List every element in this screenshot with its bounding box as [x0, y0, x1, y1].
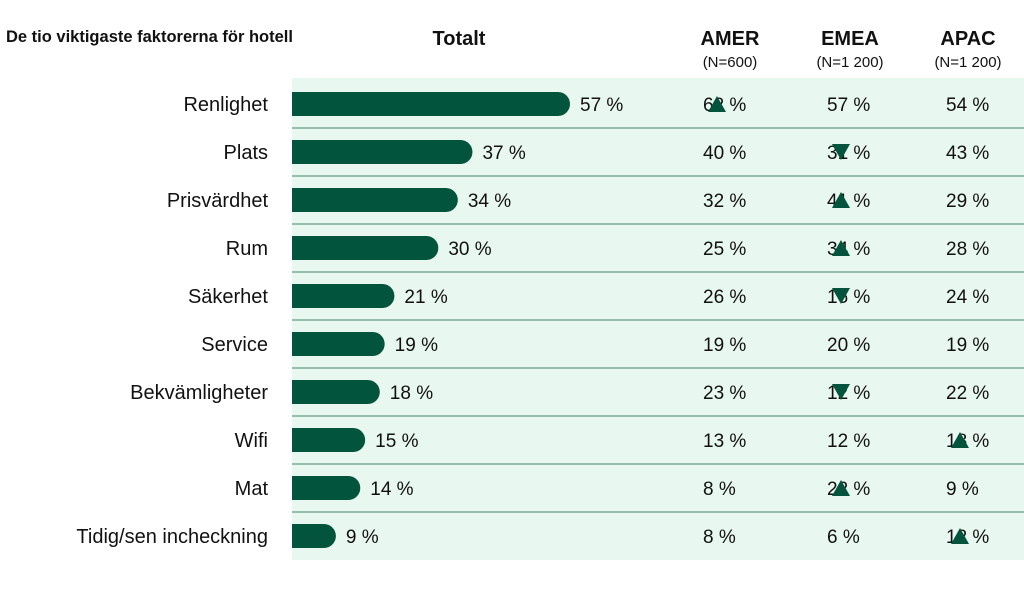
apac-value: 54 %	[946, 95, 989, 116]
chart-row-plats: Plats 37 % 40 % 31 % 43 %	[224, 140, 989, 164]
category-label: Service	[201, 334, 268, 356]
apac-value: 24 %	[946, 287, 989, 308]
category-label: Prisvärdhet	[167, 190, 269, 212]
apac-sample-size: (N=1 200)	[934, 54, 1001, 71]
category-label: Säkerhet	[188, 286, 268, 308]
apac-value: 19 %	[946, 335, 989, 356]
apac-value: 12 %	[946, 527, 989, 548]
emea-value: 6 %	[827, 527, 860, 548]
emea-value: 34 %	[827, 239, 870, 260]
bar-value-label: 21 %	[404, 287, 447, 308]
amer-value: 26 %	[703, 287, 746, 308]
bar-value-label: 19 %	[395, 335, 438, 356]
bar-prisvardhet	[292, 188, 458, 212]
down-arrow-icon	[832, 384, 850, 400]
emea-column-header: EMEA	[821, 28, 879, 50]
down-arrow-icon	[832, 144, 850, 160]
category-label: Rum	[226, 238, 268, 260]
amer-value: 62 %	[703, 95, 746, 116]
row-dividers	[292, 127, 1024, 513]
bar-sakerhet	[292, 284, 395, 308]
emea-value: 12 %	[827, 431, 870, 452]
category-label: Tidig/sen incheckning	[76, 526, 268, 548]
apac-value: 22 %	[946, 383, 989, 404]
bar-service	[292, 332, 385, 356]
emea-value: 20 %	[827, 335, 870, 356]
amer-value: 32 %	[703, 191, 746, 212]
amer-value: 23 %	[703, 383, 746, 404]
bar-renlighet	[292, 92, 570, 116]
apac-value: 29 %	[946, 191, 989, 212]
emea-sample-size: (N=1 200)	[816, 54, 883, 71]
bar-rum	[292, 236, 439, 260]
apac-value: 18 %	[946, 431, 989, 452]
amer-value: 25 %	[703, 239, 746, 260]
bar-plats	[292, 140, 473, 164]
apac-value: 28 %	[946, 239, 989, 260]
bar-value-label: 9 %	[346, 527, 379, 548]
bar-bekvamligheter	[292, 380, 380, 404]
category-label: Plats	[224, 142, 268, 164]
bar-mat	[292, 476, 361, 500]
up-arrow-icon	[832, 192, 850, 208]
up-arrow-icon	[708, 96, 726, 112]
apac-column-header: APAC	[940, 28, 995, 50]
bar-tidig-sen-incheckning	[292, 524, 336, 548]
bar-value-label: 14 %	[370, 479, 413, 500]
category-label: Wifi	[235, 430, 268, 452]
category-label: Renlighet	[183, 94, 268, 116]
emea-value: 22 %	[827, 479, 870, 500]
emea-value: 41 %	[827, 191, 870, 212]
chart-row-wifi: Wifi 15 % 13 % 12 % 18 %	[235, 428, 989, 452]
amer-value: 8 %	[703, 527, 736, 548]
up-arrow-icon	[832, 240, 850, 256]
chart-row-sakerhet: Säkerhet 21 % 26 % 16 % 24 %	[188, 284, 989, 308]
bar-value-label: 37 %	[482, 143, 525, 164]
bar-wifi	[292, 428, 366, 452]
apac-value: 43 %	[946, 143, 989, 164]
bar-value-label: 57 %	[580, 95, 623, 116]
bar-value-label: 30 %	[448, 239, 491, 260]
chart-rows: Renlighet 57 % 62 % 57 % 54 %Plats 37 % 40 % 31…	[76, 92, 989, 548]
amer-value: 40 %	[703, 143, 746, 164]
chart-row-prisvardhet: Prisvärdhet 34 % 32 % 41 % 29 %	[167, 188, 989, 212]
chart-row-renlighet: Renlighet 57 % 62 % 57 % 54 %	[183, 92, 989, 116]
apac-value: 9 %	[946, 479, 979, 500]
amer-sample-size: (N=600)	[703, 54, 758, 71]
chart-row-mat: Mat 14 % 8 % 22 % 9 %	[235, 476, 979, 500]
category-label: Mat	[235, 478, 269, 500]
up-arrow-icon	[832, 480, 850, 496]
chart-row-service: Service 19 % 19 % 20 % 19 %	[201, 332, 989, 356]
category-label: Bekvämligheter	[130, 382, 268, 404]
chart-row-bekvamligheter: Bekvämligheter 18 % 23 % 12 % 22 %	[130, 380, 989, 404]
chart-row-rum: Rum 30 % 25 % 34 % 28 %	[226, 236, 989, 260]
amer-value: 19 %	[703, 335, 746, 356]
down-arrow-icon	[832, 288, 850, 304]
up-arrow-icon	[951, 528, 969, 544]
chart-row-tidig-sen-incheckning: Tidig/sen incheckning 9 % 8 % 6 % 12 %	[76, 524, 989, 548]
bar-value-label: 34 %	[468, 191, 511, 212]
up-arrow-icon	[951, 432, 969, 448]
amer-value: 8 %	[703, 479, 736, 500]
bar-value-label: 18 %	[390, 383, 433, 404]
column-headers: De tio viktigaste faktorerna för hotell …	[6, 28, 1002, 71]
total-column-header: Totalt	[433, 28, 486, 50]
amer-value: 13 %	[703, 431, 746, 452]
emea-value: 57 %	[827, 95, 870, 116]
amer-column-header: AMER	[701, 28, 760, 50]
chart-title: De tio viktigaste faktorerna för hotell	[6, 28, 293, 46]
bar-value-label: 15 %	[375, 431, 418, 452]
